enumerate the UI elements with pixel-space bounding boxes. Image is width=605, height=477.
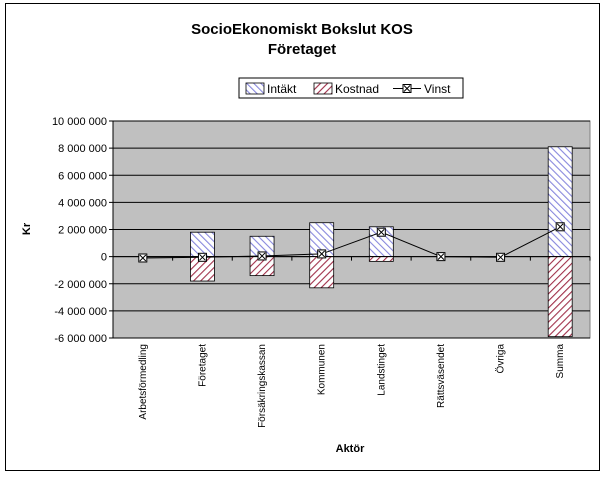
y-axis-ticks: 10 000 000 8 000 000 6 000 000 4 000 000 2 0…: [52, 116, 113, 345]
marker-vinst: [317, 249, 327, 259]
y-tick-label: 0: [101, 252, 107, 264]
y-tick-label: -2 000 000: [54, 279, 107, 291]
legend-marker-vinst: [402, 84, 412, 93]
y-tick-label: -4 000 000: [54, 306, 107, 318]
bar-intkt: [190, 231, 215, 258]
y-axis-title: Kr: [21, 222, 33, 235]
marker-vinst: [436, 252, 446, 262]
x-category-label: Kommunen: [317, 344, 328, 395]
axes: [112, 121, 591, 338]
marker-vinst: [376, 227, 386, 237]
y-tick-label: -6 000 000: [54, 333, 107, 345]
legend-label-intakt: Intäkt: [267, 82, 297, 96]
bar-intkt: [547, 146, 573, 258]
x-category-label: Arbetsförmedling: [138, 344, 149, 420]
y-tick-label: 10 000 000: [52, 116, 107, 128]
x-category-label: Rättsväsendet: [436, 344, 447, 408]
legend-label-vinst: Vinst: [424, 82, 451, 96]
chart-subtitle: Företaget: [268, 41, 336, 58]
legend: Intäkt Kostnad Vinst: [238, 77, 464, 99]
bars: [190, 146, 573, 338]
marker-vinst: [138, 253, 148, 263]
marker-vinst: [496, 252, 506, 262]
marker-vinst: [555, 222, 565, 232]
y-tick-label: 6 000 000: [58, 170, 107, 182]
legend-label-kostnad: Kostnad: [335, 82, 379, 96]
legend-swatch-intakt: [245, 82, 265, 95]
bar-kostnad: [309, 256, 335, 289]
x-axis-title: Aktör: [336, 443, 365, 455]
y-tick-label: 8 000 000: [58, 143, 107, 155]
y-tick-label: 4 000 000: [58, 197, 107, 209]
line-vinst: [142, 226, 561, 259]
x-category-label: Landstinget: [376, 344, 387, 396]
marker-vinst: [197, 252, 207, 262]
x-category-label: Övriga: [495, 344, 507, 374]
y-tick-label: 2 000 000: [58, 225, 107, 237]
bar-kostnad: [368, 256, 394, 262]
series-vinst: [138, 222, 565, 263]
x-category-label: Försäkringskassan: [257, 344, 268, 428]
x-axis-categories: Arbetsförmedling Företaget Försäkringskass…: [138, 344, 566, 428]
x-category-label: Företaget: [197, 344, 208, 387]
legend-swatch-kostnad: [313, 82, 333, 95]
bar-kostnad: [547, 256, 573, 338]
chart-title: SocioEkonomiskt Bokslut KOS: [191, 21, 413, 38]
x-category-label: Summa: [555, 344, 566, 379]
marker-vinst: [257, 251, 267, 261]
